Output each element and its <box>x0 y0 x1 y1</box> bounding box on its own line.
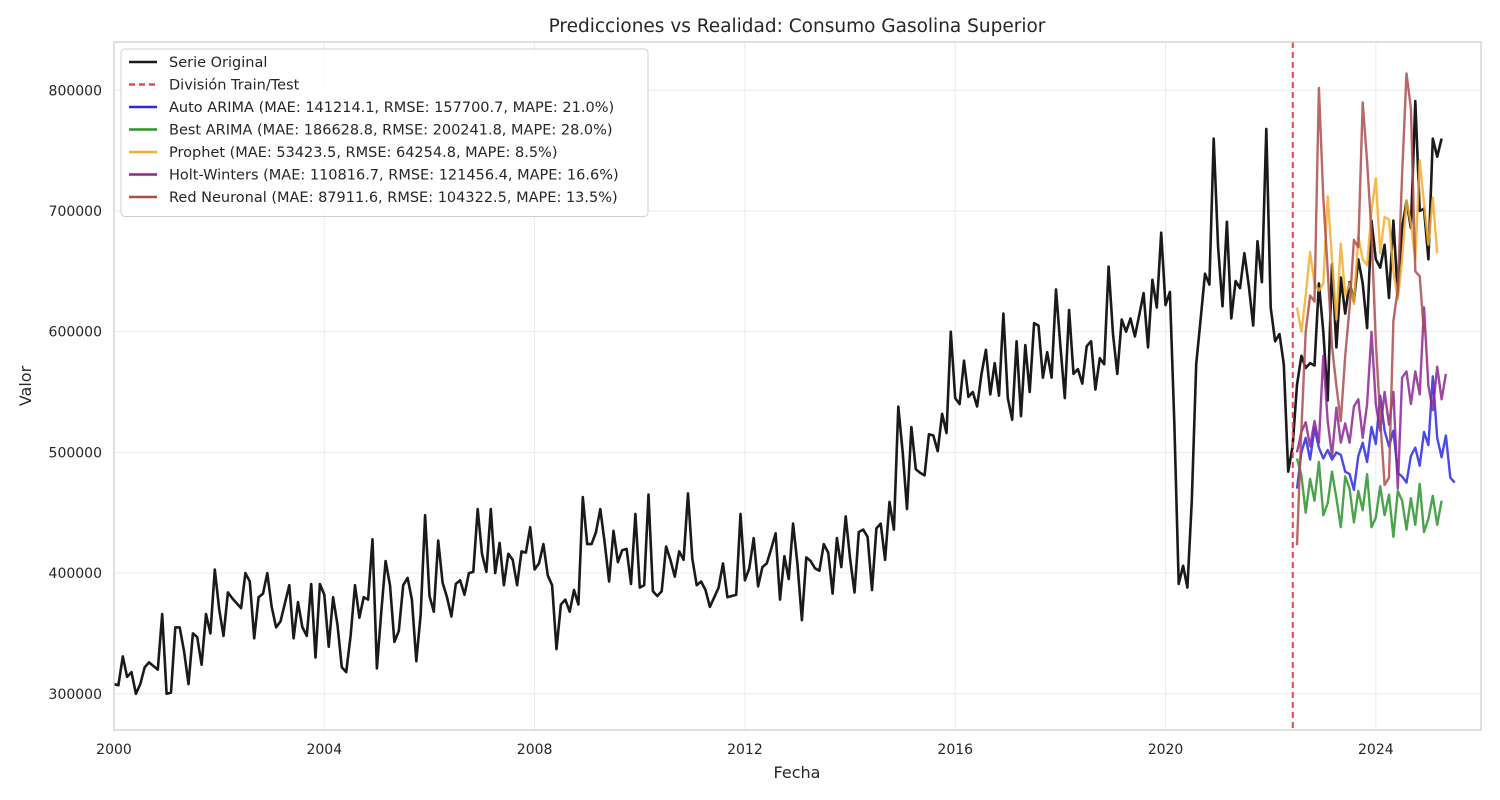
y-axis-label: Valor <box>16 365 35 406</box>
legend-label: Holt-Winters (MAE: 110816.7, RMSE: 12145… <box>169 168 619 184</box>
y-tick-label: 500000 <box>49 445 102 461</box>
y-tick-label: 300000 <box>49 687 102 703</box>
series-line-2 <box>1295 458 1443 539</box>
legend: Serie Original División Train/Test Auto AR… <box>120 48 649 217</box>
legend-box <box>120 48 649 217</box>
x-tick-label: 2016 <box>937 742 973 758</box>
legend-label: División Train/Test <box>169 78 300 94</box>
x-tick-label: 2004 <box>306 742 342 758</box>
ticks: 2000 2004 2008 2012 2016 2020 2024 300000 400000… <box>49 83 1394 758</box>
series-line-4 <box>1295 306 1448 490</box>
series-line-1 <box>1295 375 1456 491</box>
x-axis-label: Fecha <box>774 763 821 782</box>
y-tick-label: 700000 <box>49 204 102 220</box>
legend-label: Serie Original <box>169 55 267 71</box>
legend-label: Auto ARIMA (MAE: 141214.1, RMSE: 157700.… <box>169 100 614 116</box>
x-tick-label: 2000 <box>96 742 132 758</box>
x-tick-label: 2020 <box>1148 742 1184 758</box>
series-line-5 <box>1295 72 1426 546</box>
plot-frame <box>113 41 1482 731</box>
y-tick-label: 800000 <box>49 83 102 99</box>
series-line-0 <box>113 99 1443 696</box>
y-tick-label: 400000 <box>49 566 102 582</box>
series-layer <box>113 72 1456 696</box>
y-tick-label: 600000 <box>49 325 102 341</box>
x-tick-label: 2008 <box>517 742 553 758</box>
x-tick-label: 2012 <box>727 742 763 758</box>
chart-title: Predicciones vs Realidad: Consumo Gasoli… <box>549 16 1046 37</box>
legend-label: Best ARIMA (MAE: 186628.8, RMSE: 200241.… <box>169 123 613 139</box>
legend-label: Red Neuronal (MAE: 87911.6, RMSE: 104322… <box>169 190 618 206</box>
x-tick-label: 2024 <box>1358 742 1394 758</box>
legend-label: Prophet (MAE: 53423.5, RMSE: 64254.8, MA… <box>169 145 557 161</box>
